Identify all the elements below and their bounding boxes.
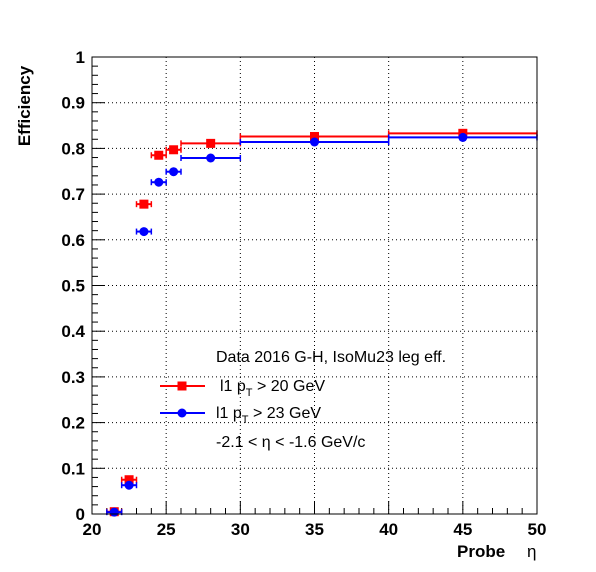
data-point — [124, 480, 134, 490]
data-point — [310, 137, 319, 147]
data-point — [139, 199, 149, 209]
data-point — [206, 153, 216, 163]
x-tick-label: 50 — [528, 520, 547, 539]
data-point — [109, 507, 119, 517]
y-tick-label: 0.1 — [61, 459, 85, 478]
x-axis-title: Probe η — [457, 542, 536, 561]
data-point — [154, 150, 164, 160]
y-tick-label: 1 — [76, 48, 85, 67]
plot-frame — [91, 56, 538, 515]
legend-footer: -2.1 < η < -1.6 GeV/c — [216, 434, 365, 451]
legend-header: Data 2016 G-H, IsoMu23 leg eff. — [216, 349, 446, 366]
legend-entry-20gev: l1 pT > 20 GeV — [220, 378, 325, 399]
data-point — [169, 167, 179, 177]
y-tick-label: 0.8 — [61, 139, 85, 158]
x-tick-label: 40 — [379, 520, 398, 539]
y-tick-label: 0.2 — [61, 414, 85, 433]
x-tick-label: 45 — [453, 520, 472, 539]
legend-entry-23gev: l1 pT > 23 GeV — [216, 405, 321, 426]
x-tick-label: 25 — [157, 520, 176, 539]
y-tick-label: 0.4 — [61, 322, 85, 341]
data-point — [154, 177, 164, 187]
series-blue — [106, 132, 538, 517]
y-tick-label: 0.9 — [61, 94, 85, 113]
x-axis-title-symbol: η — [527, 542, 536, 561]
legend-marker-blue — [177, 408, 187, 418]
data-point — [169, 145, 179, 155]
data-point — [124, 475, 134, 485]
y-tick-label: 0 — [76, 505, 85, 524]
data-series — [106, 128, 538, 517]
x-tick-label: 30 — [231, 520, 250, 539]
legend: Data 2016 G-H, IsoMu23 leg eff. l1 pT > … — [160, 349, 446, 451]
y-tick-label: 0.5 — [61, 277, 85, 296]
x-tick-label: 20 — [83, 520, 102, 539]
x-tick-label: 35 — [305, 520, 324, 539]
y-tick-label: 0.7 — [61, 185, 85, 204]
data-point — [310, 132, 319, 142]
y-tick-label: 0.6 — [61, 231, 85, 250]
axes: 0 0.1 0.2 0.3 0.4 0.5 0.6 0.7 0.8 0.9 1 20 25 30 35 40 4… — [61, 48, 546, 539]
y-axis-title: Efficiency — [15, 65, 34, 146]
data-point — [139, 227, 149, 237]
x-axis-title-text: Probe — [457, 542, 505, 561]
legend-marker-red — [177, 381, 187, 391]
y-tick-label: 0.3 — [61, 368, 85, 387]
data-point — [458, 132, 468, 142]
data-point — [206, 138, 216, 148]
